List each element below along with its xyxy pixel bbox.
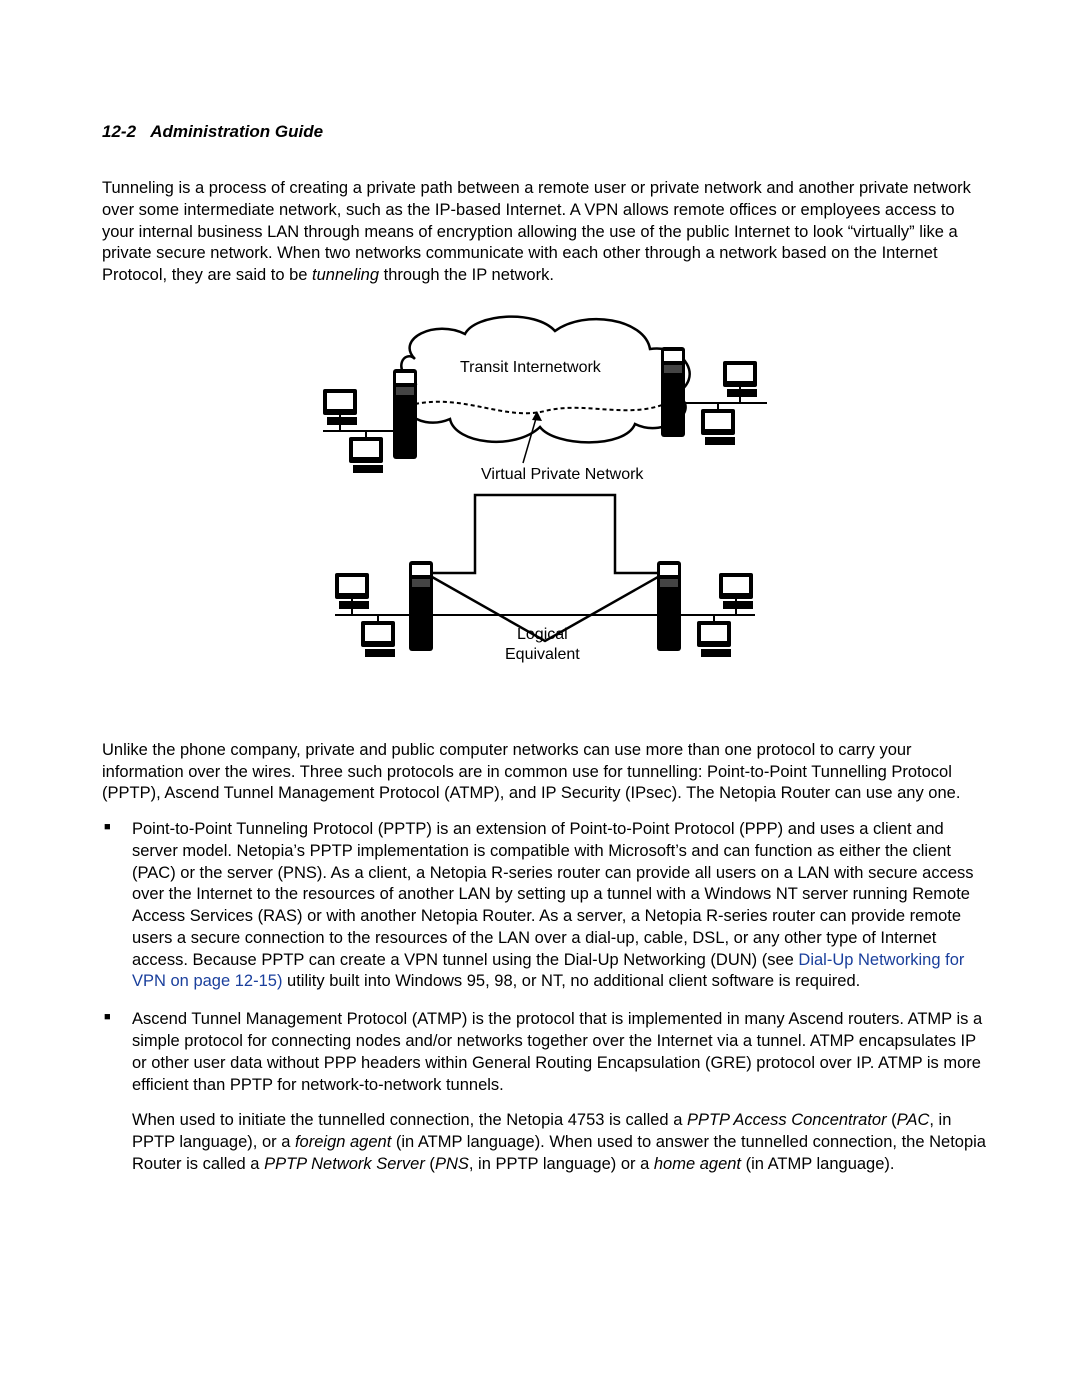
left-tower-icon bbox=[393, 369, 417, 459]
after-diagram-paragraph: Unlike the phone company, private and pu… bbox=[102, 740, 988, 805]
pc-icon bbox=[723, 361, 757, 403]
atmp-s6: , in PPTP language) or a bbox=[469, 1155, 654, 1173]
pc-icon bbox=[701, 403, 735, 445]
page-number: 12-2 bbox=[102, 122, 136, 141]
pptp-paragraph: Point-to-Point Tunneling Protocol (PPTP)… bbox=[132, 819, 988, 993]
pc-icon bbox=[323, 389, 357, 431]
atmp-s5: ( bbox=[425, 1155, 435, 1173]
pptp-pre: Point-to-Point Tunneling Protocol (PPTP)… bbox=[132, 820, 974, 969]
page-header: 12-2 Administration Guide bbox=[102, 122, 988, 142]
pc-icon bbox=[335, 573, 369, 615]
atmp-i1: PPTP Access Concentrator bbox=[687, 1111, 887, 1129]
header-sep bbox=[141, 122, 150, 141]
intro-tail: through the IP network. bbox=[379, 266, 554, 284]
bottom-left-tower-icon bbox=[409, 561, 433, 651]
atmp-i6: home agent bbox=[654, 1155, 741, 1173]
label-logical-2: Equivalent bbox=[505, 646, 580, 663]
bottom-right-tower-icon bbox=[657, 561, 681, 651]
cloud-shape bbox=[401, 316, 689, 442]
atmp-i5: PNS bbox=[435, 1155, 469, 1173]
atmp-i3: foreign agent bbox=[295, 1133, 391, 1151]
list-item: Point-to-Point Tunneling Protocol (PPTP)… bbox=[102, 819, 988, 993]
bullet-list: Point-to-Point Tunneling Protocol (PPTP)… bbox=[102, 819, 988, 1175]
down-arrow-icon bbox=[425, 495, 665, 641]
atmp-s7: (in ATMP language). bbox=[741, 1155, 894, 1173]
label-logical-1: Logical bbox=[517, 626, 568, 643]
page: 12-2 Administration Guide Tunneling is a… bbox=[0, 0, 1080, 1397]
atmp-p2: When used to initiate the tunnelled conn… bbox=[132, 1110, 988, 1175]
label-transit: Transit Internetwork bbox=[460, 359, 602, 376]
pptp-post: utility built into Windows 95, 98, or NT… bbox=[282, 972, 860, 990]
right-tower-icon bbox=[661, 347, 685, 437]
atmp-s1: When used to initiate the tunnelled conn… bbox=[132, 1111, 687, 1129]
pc-icon bbox=[719, 573, 753, 615]
intro-term: tunneling bbox=[312, 266, 379, 284]
vpn-diagram: Transit Internetwork bbox=[102, 309, 988, 714]
pc-icon bbox=[361, 615, 395, 657]
label-vpn: Virtual Private Network bbox=[481, 466, 644, 483]
atmp-p1: Ascend Tunnel Management Protocol (ATMP)… bbox=[132, 1009, 988, 1096]
atmp-s2: ( bbox=[887, 1111, 897, 1129]
list-item: Ascend Tunnel Management Protocol (ATMP)… bbox=[102, 1009, 988, 1175]
vpn-diagram-svg: Transit Internetwork bbox=[305, 309, 785, 709]
guide-title: Administration Guide bbox=[150, 122, 323, 141]
intro-paragraph: Tunneling is a process of creating a pri… bbox=[102, 178, 988, 287]
atmp-i4: PPTP Network Server bbox=[264, 1155, 425, 1173]
pc-icon bbox=[349, 431, 383, 473]
pc-icon bbox=[697, 615, 731, 657]
atmp-i2: PAC bbox=[897, 1111, 930, 1129]
